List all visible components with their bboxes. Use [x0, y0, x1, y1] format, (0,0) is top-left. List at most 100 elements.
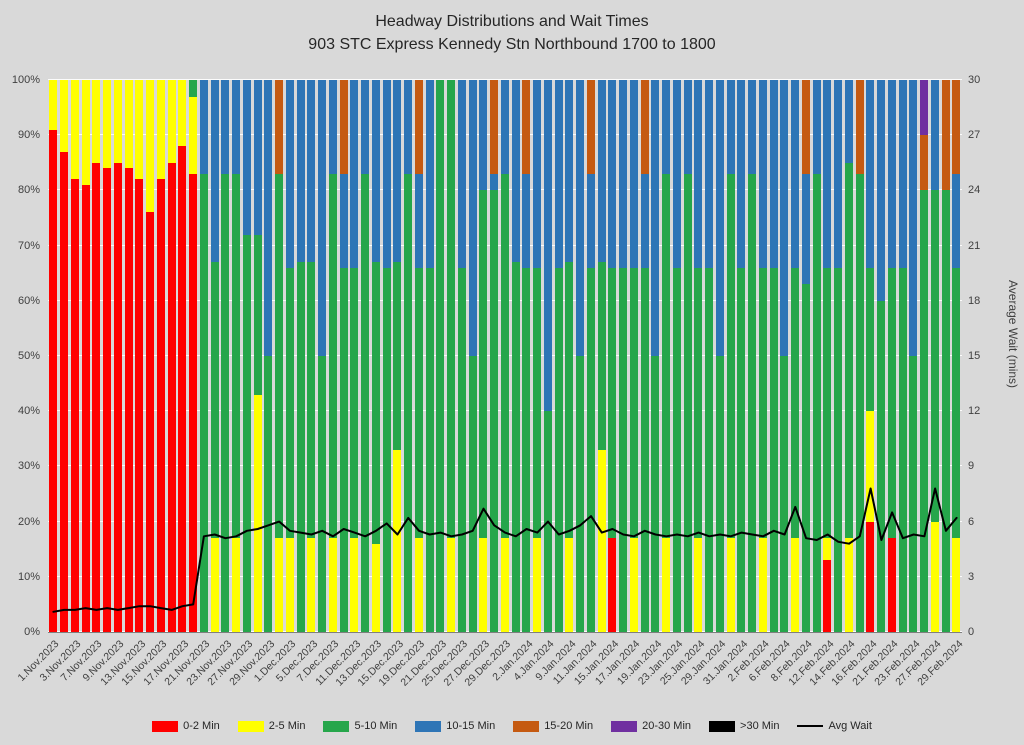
bar: [178, 80, 187, 632]
bar: [296, 80, 305, 632]
bar-slot: [263, 80, 274, 632]
legend-item-10-15 Min: 10-15 Min: [415, 720, 495, 732]
y-left-tick-label: 90%: [17, 129, 40, 142]
bar-segment-10-15 Min: [199, 80, 208, 174]
bar-segment-0-2 Min: [823, 560, 832, 632]
bar: [909, 80, 918, 632]
bar-slot: [59, 80, 70, 632]
bar: [619, 80, 628, 632]
bar-segment-5-10 Min: [887, 267, 896, 539]
plot-area: [48, 79, 962, 632]
bar-segment-10-15 Min: [597, 80, 606, 263]
bar-segment-5-10 Min: [565, 262, 574, 539]
bar-segment-0-2 Min: [146, 212, 155, 632]
bar-segment-15-20 Min: [920, 135, 929, 191]
y-right-tick-label: 12: [968, 405, 981, 418]
bar-segment-0-2 Min: [124, 168, 133, 632]
bar-slot: [747, 80, 758, 632]
bar-slot: [274, 80, 285, 632]
bar-segment-5-10 Min: [683, 173, 692, 632]
y-right-tick-label: 6: [968, 515, 975, 528]
bar: [920, 80, 929, 632]
bar-segment-10-15 Min: [264, 80, 273, 356]
bar-segment-5-10 Min: [221, 173, 230, 632]
bar-segment-10-15 Min: [318, 80, 327, 356]
bar: [361, 80, 370, 632]
bar-slot: [252, 80, 263, 632]
bar: [457, 80, 466, 632]
bar-slot: [467, 80, 478, 632]
bar-segment-5-10 Min: [210, 262, 219, 539]
bar-segment-5-10 Min: [640, 267, 649, 632]
x-axis-line: [48, 632, 962, 633]
bar: [199, 80, 208, 632]
bar: [844, 80, 853, 632]
bar-segment-5-10 Min: [275, 173, 284, 539]
bar-segment-5-10 Min: [500, 173, 509, 539]
bar-segment-0-2 Min: [167, 162, 176, 632]
bar-slot: [532, 80, 543, 632]
bar-segment-2-5 Min: [103, 80, 112, 169]
bar-segment-5-10 Min: [189, 80, 198, 97]
bar-segment-10-15 Min: [576, 80, 585, 356]
bar-segment-15-20 Min: [339, 80, 348, 174]
bar-segment-5-10 Min: [705, 267, 714, 632]
bar: [404, 80, 413, 632]
bar-segment-0-2 Min: [92, 162, 101, 632]
bar: [941, 80, 950, 632]
bar: [221, 80, 230, 632]
bar-slot: [736, 80, 747, 632]
bar-slot: [521, 80, 532, 632]
bar-slot: [123, 80, 134, 632]
bar-slot: [596, 80, 607, 632]
bar-slot: [80, 80, 91, 632]
legend-label: 20-30 Min: [642, 720, 692, 732]
bar: [683, 80, 692, 632]
bar: [898, 80, 907, 632]
bar: [103, 80, 112, 632]
bar-segment-10-15 Min: [952, 173, 961, 268]
y-axis-left: 0% 10% 20% 30% 40% 50% 60% 70% 80% 90% 100%: [0, 74, 44, 638]
bar-segment-10-15 Min: [844, 80, 853, 163]
bar-segment-15-20 Min: [941, 80, 950, 191]
bar-segment-10-15 Min: [715, 80, 724, 356]
bar-segment-10-15 Min: [328, 80, 337, 174]
bar-segment-5-10 Min: [769, 267, 778, 632]
bar-slot: [102, 80, 113, 632]
bar: [135, 80, 144, 632]
bar: [242, 80, 251, 632]
bar-segment-5-10 Min: [425, 267, 434, 632]
bar-segment-2-5 Min: [371, 543, 380, 632]
legend-item-20-30 Min: 20-30 Min: [611, 720, 691, 732]
bar: [210, 80, 219, 632]
bar-slot: [811, 80, 822, 632]
bar-segment-5-10 Min: [533, 267, 542, 539]
bar-segment-10-15 Min: [307, 80, 316, 263]
bar-segment-10-15 Min: [651, 80, 660, 356]
bar: [264, 80, 273, 632]
y-left-tick-label: 60%: [17, 294, 40, 307]
bar-slot: [156, 80, 167, 632]
bar-segment-5-10 Min: [328, 173, 337, 539]
bar-segment-2-5 Min: [629, 538, 638, 632]
bar-segment-15-20 Min: [490, 80, 499, 174]
bar: [887, 80, 896, 632]
legend-label: >30 Min: [740, 720, 780, 732]
bar: [672, 80, 681, 632]
y-right-tick-label: 3: [968, 570, 975, 583]
bar-slot: [285, 80, 296, 632]
bar-segment-5-10 Min: [447, 80, 456, 539]
bar-segment-10-15 Min: [662, 80, 671, 174]
bar-segment-5-10 Min: [479, 190, 488, 539]
bar-segment-5-10 Min: [952, 267, 961, 539]
chart-subtitle: 903 STC Express Kennedy Stn Northbound 1…: [308, 36, 716, 54]
bar-slot: [715, 80, 726, 632]
bar-segment-5-10 Min: [812, 173, 821, 632]
y-left-tick-label: 20%: [17, 515, 40, 528]
bar-segment-5-10 Min: [726, 173, 735, 539]
bar-segment-5-10 Min: [511, 262, 520, 632]
bar-segment-5-10 Min: [898, 267, 907, 632]
bar-segment-2-5 Min: [167, 80, 176, 163]
bar-slot: [553, 80, 564, 632]
bar-slot: [338, 80, 349, 632]
